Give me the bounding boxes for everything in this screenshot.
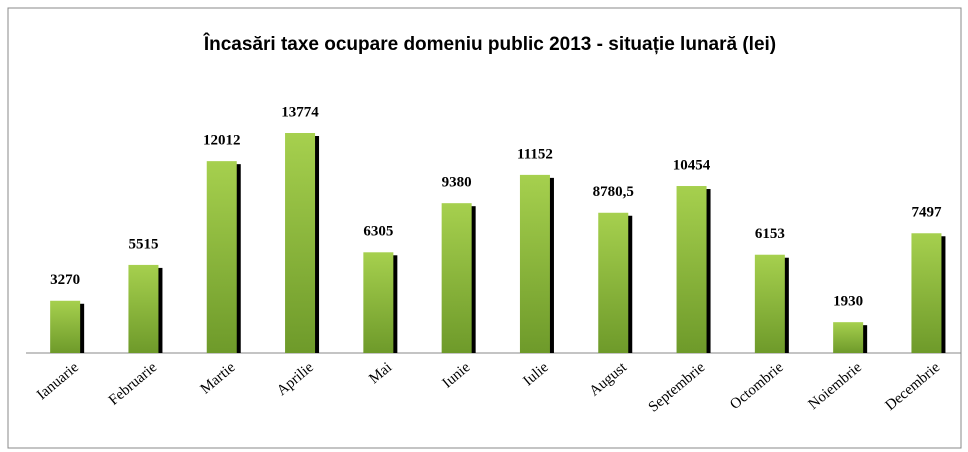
chart-title: Încasări taxe ocupare domeniu public 201… [203, 33, 776, 55]
value-label: 12012 [203, 133, 241, 149]
bar [206, 161, 237, 353]
value-label: 1930 [833, 294, 863, 310]
bar [833, 322, 864, 353]
bar [128, 264, 159, 353]
bar [754, 254, 785, 353]
bar [285, 133, 316, 353]
value-label: 7497 [911, 205, 942, 221]
value-label: 11152 [517, 146, 553, 162]
bar [911, 233, 942, 353]
value-label: 9380 [442, 175, 472, 191]
value-label: 8780,5 [593, 184, 634, 200]
bar [50, 300, 81, 353]
bar [441, 203, 472, 353]
chart-frame [7, 7, 962, 449]
value-label: 13774 [281, 104, 319, 120]
bar [598, 212, 629, 353]
value-label: 6153 [755, 226, 785, 242]
value-label: 6305 [363, 224, 393, 240]
bar [519, 174, 550, 353]
value-label: 10454 [673, 157, 711, 173]
bar [363, 252, 394, 353]
value-label: 3270 [50, 272, 80, 288]
value-label: 5515 [128, 236, 158, 252]
bar [676, 186, 707, 353]
